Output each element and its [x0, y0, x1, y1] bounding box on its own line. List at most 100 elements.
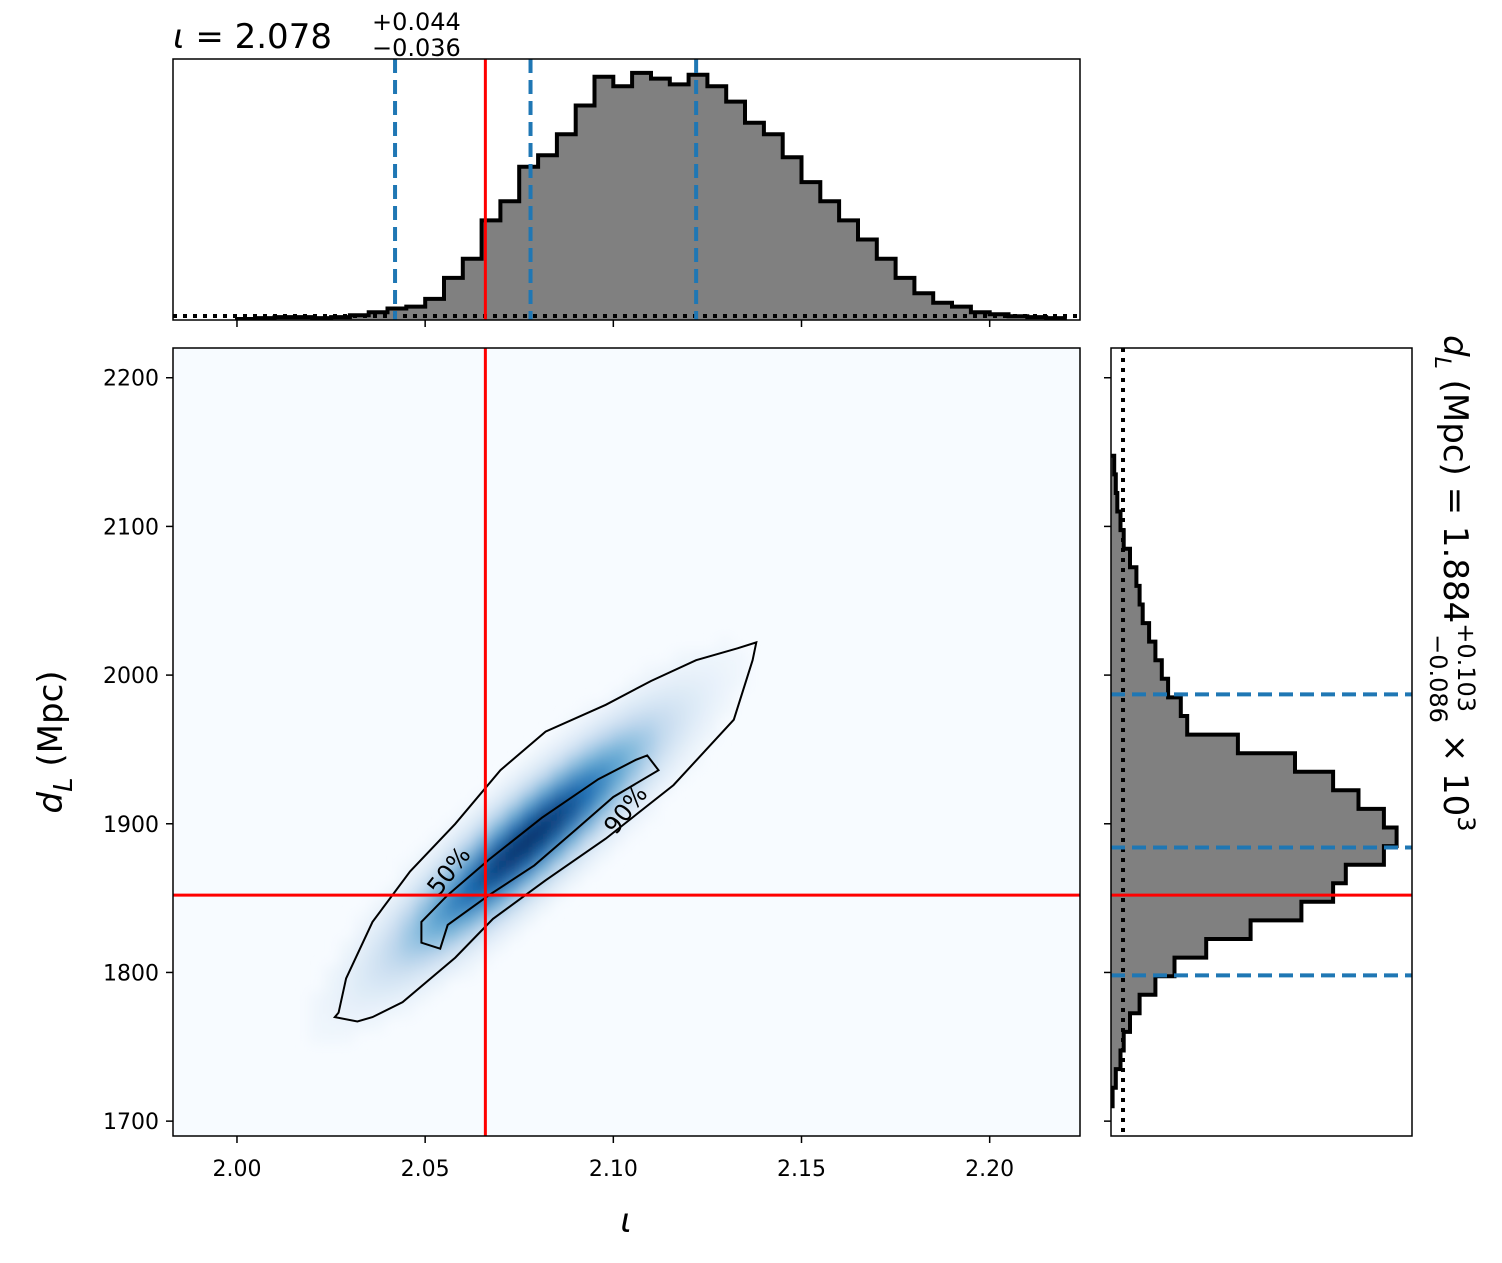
heatmap-cell: [339, 1004, 355, 1019]
heatmap-cell: [687, 715, 703, 730]
heatmap-cell: [369, 1017, 386, 1032]
heatmap-cell: [687, 689, 703, 704]
heatmap-cell: [626, 768, 643, 782]
heatmap-cell: [671, 650, 688, 664]
heatmap-cell: [566, 715, 582, 730]
heatmap-cell: [505, 781, 522, 796]
heatmap-cell: [520, 833, 537, 848]
heatmap-cell: [339, 952, 355, 966]
heatmap-cell: [460, 860, 476, 874]
heatmap-cell: [626, 794, 643, 809]
main-axes-frame: [172, 347, 1081, 1137]
heatmap-cell: [339, 939, 355, 953]
heatmap-cell: [656, 715, 673, 730]
heatmap-cell: [520, 807, 537, 822]
heatmap-cell: [445, 925, 461, 940]
heatmap-cell: [641, 663, 658, 677]
heatmap-cell: [354, 912, 371, 927]
heatmap-cell: [535, 860, 552, 874]
histogram-fill: [1111, 455, 1397, 1107]
heatmap-cell: [581, 768, 597, 782]
heatmap-cell: [460, 833, 476, 848]
heatmap-cell: [505, 860, 522, 874]
heatmap-cell: [596, 820, 612, 835]
heatmap-cell: [596, 702, 612, 717]
heatmap-cell: [581, 833, 597, 848]
heatmap-cell: [445, 899, 461, 914]
heatmap-cell: [460, 925, 476, 940]
contour-50-percent: [420, 754, 660, 950]
heatmap-cell: [414, 991, 431, 1006]
heatmap-cell: [369, 925, 386, 940]
heatmap-cell: [566, 768, 582, 782]
heatmap-cell: [656, 702, 673, 717]
histogram-fill: [236, 72, 1065, 320]
heatmap-cell: [475, 925, 491, 940]
heatmap-cell: [460, 807, 476, 822]
heatmap-cell: [656, 689, 673, 704]
heatmap-cell: [641, 807, 658, 822]
heatmap-cell: [581, 742, 597, 756]
heatmap-cell: [535, 833, 552, 848]
x-tick-label: 2.20: [965, 1157, 1014, 1182]
heatmap-cell: [732, 663, 748, 677]
heatmap-cell: [430, 847, 446, 861]
heatmap-cell: [641, 742, 658, 756]
heatmap-cell: [414, 899, 431, 914]
heatmap-cell: [581, 755, 597, 769]
heatmap-cell: [414, 939, 431, 953]
heatmap-cell: [430, 860, 446, 874]
y-tick-label: 1700: [103, 1110, 159, 1135]
heatmap-cell: [505, 912, 522, 927]
heatmap-cell: [671, 768, 688, 782]
top-panel-title: ι = 2.078: [173, 17, 332, 57]
heatmap-cell: [656, 755, 673, 769]
heatmap-cell: [369, 978, 386, 993]
heatmap-cell: [626, 715, 643, 730]
heatmap-cell: [399, 952, 416, 966]
heatmap-cell: [702, 676, 718, 690]
marginal-histogram-distance: dL (Mpc) = 1.884+0.103−0.086 × 103: [1104, 335, 1480, 1137]
top-panel-title-upper-error: +0.044: [372, 8, 461, 36]
y-tick-label: 2100: [103, 515, 159, 540]
right-axes-frame: [1110, 347, 1413, 1137]
heatmap-cell: [550, 833, 567, 848]
heatmap-cell: [384, 991, 401, 1006]
heatmap-cell: [430, 873, 446, 887]
heatmap-cell: [566, 807, 582, 822]
heatmap-cell: [354, 1004, 371, 1019]
heatmap-cell: [324, 1004, 340, 1019]
heatmap-cell: [702, 689, 718, 704]
heatmap-cell: [490, 886, 507, 901]
heatmap-cell: [581, 794, 597, 809]
heatmap-cell: [384, 978, 401, 993]
heatmap-cell: [309, 1004, 325, 1019]
heatmap-cell: [430, 952, 446, 966]
heatmap-cell: [430, 886, 446, 901]
heatmap-cell: [550, 794, 567, 809]
heatmap-cell: [535, 886, 552, 901]
heatmap-cell: [475, 833, 491, 848]
heatmap-cell: [611, 755, 628, 769]
heatmap-cell: [445, 939, 461, 953]
heatmap-cell: [490, 807, 507, 822]
heatmap-cell: [339, 1030, 355, 1045]
heatmap-cell: [399, 912, 416, 927]
heatmap-cell: [596, 755, 612, 769]
heatmap-cell: [671, 742, 688, 756]
heatmap-cell: [717, 702, 733, 717]
heatmap-cell: [490, 860, 507, 874]
heatmap-cell: [550, 728, 567, 743]
heatmap-cell: [460, 912, 476, 927]
heatmap-cell: [535, 847, 552, 861]
heatmap-cell: [430, 978, 446, 993]
heatmap-cell: [445, 833, 461, 848]
heatmap-cell: [550, 873, 567, 887]
heatmap-cell: [566, 781, 582, 796]
heatmap-cell: [550, 742, 567, 756]
heatmap-cell: [566, 820, 582, 835]
marginal-histogram-iota: ι = 2.078 +0.044 −0.036: [172, 8, 1081, 327]
heatmap-cell: [656, 742, 673, 756]
heatmap-cell: [641, 715, 658, 730]
heatmap-cell: [324, 1017, 340, 1032]
